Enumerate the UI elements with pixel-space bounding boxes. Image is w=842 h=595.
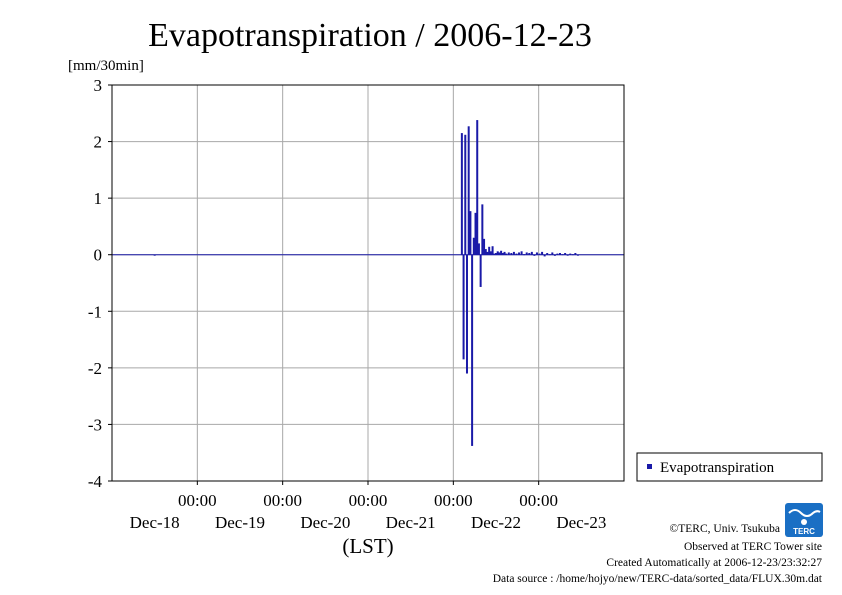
- x-time-label: 00:00: [178, 491, 217, 510]
- data-bar: [525, 252, 528, 255]
- data-bar: [505, 253, 508, 255]
- data-bar: [559, 253, 561, 255]
- x-axis-ticks: 00:00 00:00 00:00 00:00 00:00 Dec-18 Dec-19 Dec…: [130, 481, 606, 532]
- y-tick-label: 1: [94, 189, 103, 208]
- data-bar: [489, 251, 492, 255]
- y-tick-label: -1: [88, 302, 102, 321]
- data-bar: [503, 251, 506, 255]
- data-bar: [569, 253, 572, 255]
- data-bar: [483, 238, 486, 255]
- x-day-label: Dec-18: [130, 513, 180, 532]
- data-bar: [510, 253, 513, 255]
- x-day-label: Dec-21: [386, 513, 436, 532]
- data-bar: [474, 212, 477, 255]
- data-bar: [523, 254, 526, 256]
- y-tick-label: 3: [94, 76, 103, 95]
- data-bar: [153, 254, 156, 256]
- data-bar: [548, 254, 551, 256]
- data-bar: [481, 204, 484, 255]
- data-bar: [561, 254, 564, 256]
- y-tick-label: -4: [88, 472, 103, 491]
- data-bar: [491, 246, 494, 255]
- data-bar: [551, 252, 554, 255]
- x-axis-label: (LST): [342, 534, 393, 558]
- data-bar: [484, 249, 487, 255]
- legend-swatch: [647, 464, 652, 469]
- data-bar: [500, 250, 503, 255]
- data-bar: [476, 120, 479, 255]
- footer-created: Created Automatically at 2006-12-23/23:3…: [606, 557, 822, 569]
- data-bar: [501, 253, 504, 255]
- data-bar: [462, 254, 465, 360]
- x-day-label: Dec-20: [300, 513, 350, 532]
- data-bar: [465, 254, 468, 374]
- terc-logo: TERC: [785, 503, 823, 537]
- legend-entry: Evapotranspiration: [660, 460, 775, 476]
- data-bar: [538, 253, 541, 255]
- data-bar: [533, 254, 536, 256]
- x-time-label: 00:00: [263, 491, 302, 510]
- data-bar: [507, 252, 510, 255]
- y-tick-label: -3: [88, 415, 102, 434]
- footer-copyright: ©TERC, Univ. Tsukuba: [670, 523, 780, 535]
- data-bar: [512, 251, 515, 255]
- data-bar: [515, 253, 518, 255]
- data-bar: [574, 253, 577, 255]
- chart-title: Evapotranspiration / 2006-12-23: [148, 17, 592, 54]
- y-tick-label: 0: [94, 246, 103, 265]
- grid: [112, 85, 624, 481]
- data-bar: [464, 134, 467, 255]
- logo-drop-icon: [801, 519, 807, 525]
- data-bar: [486, 251, 489, 255]
- x-time-label: 00:00: [349, 491, 388, 510]
- data-bar: [566, 254, 569, 256]
- data-bar: [530, 251, 533, 255]
- data-bar: [488, 246, 491, 255]
- x-day-label: Dec-22: [471, 513, 521, 532]
- data-bar: [571, 254, 574, 256]
- data-bar: [520, 251, 523, 255]
- legend: Evapotranspiration: [636, 452, 823, 482]
- legend-box: [636, 452, 823, 482]
- data-bar: [472, 237, 475, 255]
- logo-text: TERC: [793, 527, 815, 536]
- data-bar: [496, 251, 499, 255]
- data-bar: [469, 211, 472, 255]
- data-bar: [467, 126, 470, 255]
- data-bar: [477, 243, 480, 255]
- data-bar: [543, 254, 546, 257]
- data-bar: [546, 253, 549, 255]
- data-bar: [576, 254, 579, 256]
- data-bar: [479, 254, 482, 287]
- data-bar: [528, 253, 531, 255]
- y-axis-ticks: 3 2 1 0 -1 -2 -3 -4: [88, 76, 112, 491]
- data-bar: [518, 252, 521, 255]
- x-day-label: Dec-19: [215, 513, 265, 532]
- logo-wave-icon: [788, 509, 821, 517]
- data-bar: [460, 133, 463, 255]
- data-bar: [553, 254, 556, 256]
- footer-observed: Observed at TERC Tower site: [684, 541, 822, 553]
- data-bar: [471, 254, 474, 446]
- data-bar: [535, 252, 538, 255]
- x-time-label: 00:00: [434, 491, 473, 510]
- data-bar: [498, 252, 501, 255]
- x-time-label: 00:00: [519, 491, 558, 510]
- data-bar: [493, 253, 496, 255]
- y-tick-label: 2: [94, 133, 103, 152]
- data-bar: [495, 253, 497, 255]
- data-bar: [564, 253, 567, 255]
- data-bar: [556, 253, 559, 255]
- data-bar: [541, 251, 544, 255]
- footer-source: Data source : /home/hojyo/new/TERC-data/…: [493, 573, 823, 585]
- y-axis-unit-label: [mm/30min]: [68, 58, 144, 74]
- x-day-label: Dec-23: [556, 513, 606, 532]
- y-tick-label: -2: [88, 359, 102, 378]
- bar-series: [112, 120, 624, 446]
